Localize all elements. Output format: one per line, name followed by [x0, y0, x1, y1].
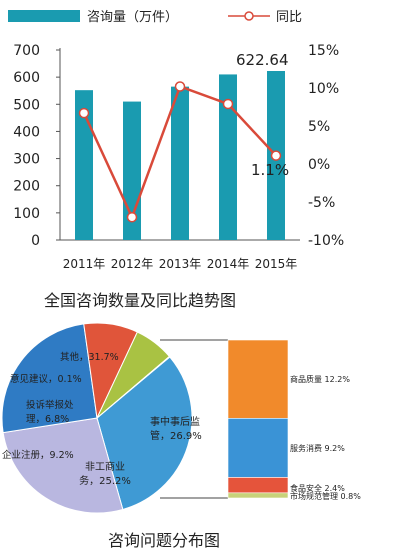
- line-point: [222, 98, 234, 110]
- pie-slice-label: 非工商业务，25.2%: [79, 460, 131, 487]
- breakdown-label: 市场规范管理 0.8%: [290, 491, 361, 501]
- x-tick-label: 2013年: [159, 257, 202, 271]
- pie-slice: [1, 323, 98, 434]
- legend-line-marker: [244, 11, 254, 21]
- pie-slice-label: 其他，31.7%: [60, 351, 119, 363]
- y-left-tick-label: 400: [13, 124, 40, 140]
- y-right-tick-label: 10%: [308, 81, 339, 97]
- pie-slice: [2, 417, 124, 514]
- line-point: [126, 211, 138, 223]
- pie-slice-label: 事中事后监管，26.9%: [150, 415, 202, 442]
- chart-title: 全国咨询数量及同比趋势图: [44, 291, 236, 310]
- breakdown-segment: [227, 477, 289, 494]
- y-right-tick-label: 5%: [308, 119, 330, 135]
- y-left-tick-label: 500: [13, 97, 40, 113]
- breakdown-segment: [227, 492, 289, 499]
- y-left-tick-label: 300: [13, 152, 40, 168]
- x-tick-label: 2014年: [207, 257, 250, 271]
- annotation-value: 622.64: [236, 51, 289, 69]
- y-axis-left-ticks: 0 100 200 300 400 500 600 700: [13, 43, 60, 249]
- y-axis-right-ticks: 15% 10% 5% 0% -5% -10%: [308, 43, 344, 249]
- legend-bar-swatch: [8, 10, 80, 22]
- y-right-tick-label: -10%: [308, 233, 344, 249]
- pie-slice-label: 投诉举报处理，6.8%: [26, 399, 74, 425]
- y-left-tick-label: 0: [31, 233, 40, 249]
- x-tick-label: 2015年: [255, 257, 298, 271]
- line-point: [270, 150, 282, 161]
- legend: 咨询量（万件） 同比: [8, 10, 302, 25]
- bar: [75, 90, 93, 241]
- bar: [171, 86, 189, 241]
- legend-bar-label: 咨询量（万件）: [87, 10, 178, 25]
- x-tick-label: 2011年: [63, 257, 106, 271]
- pie-chart: [1, 322, 193, 514]
- line-series: [78, 81, 282, 223]
- breakdown-label: 食品安全 2.4%: [290, 483, 345, 493]
- y-right-tick-label: 15%: [308, 43, 339, 59]
- y-right-tick-label: 0%: [308, 157, 330, 173]
- line-point: [78, 107, 90, 119]
- pie-slice-label: 意见建议，0.1%: [10, 373, 82, 385]
- breakdown-label: 服务消费 9.2%: [290, 443, 345, 453]
- y-right-tick-label: -5%: [308, 195, 335, 211]
- bar-series: [75, 70, 285, 241]
- y-left-tick-label: 100: [13, 206, 40, 222]
- bar: [219, 74, 237, 240]
- x-axis-ticks: 2011年 2012年 2013年 2014年 2015年: [63, 257, 298, 271]
- pie-title: 咨询问题分布图: [108, 531, 220, 550]
- legend-line-label: 同比: [276, 10, 302, 25]
- line-point: [174, 81, 186, 92]
- breakdown-label: 商品质量 12.2%: [290, 374, 350, 384]
- breakdown-segment: [227, 418, 289, 478]
- breakdown-bar: 商品质量 12.2% 服务消费 9.2% 食品安全 2.4%市场规范管理 0.8%: [227, 339, 361, 501]
- y-left-tick-label: 700: [13, 43, 40, 59]
- annotation-percent: 1.1%: [251, 161, 289, 179]
- y-left-tick-label: 600: [13, 70, 40, 86]
- breakdown-segment: [227, 339, 289, 419]
- pie-slice-label: 企业注册，9.2%: [2, 449, 74, 461]
- pie-slice: [96, 356, 193, 511]
- x-tick-label: 2012年: [111, 257, 154, 271]
- pie-labels: 其他，31.7% 事中事后监管，26.9% 非工商业务，25.2% 企业注册，9.2%…: [2, 351, 202, 487]
- y-left-tick-label: 200: [13, 179, 40, 195]
- pie-slice: [96, 355, 171, 419]
